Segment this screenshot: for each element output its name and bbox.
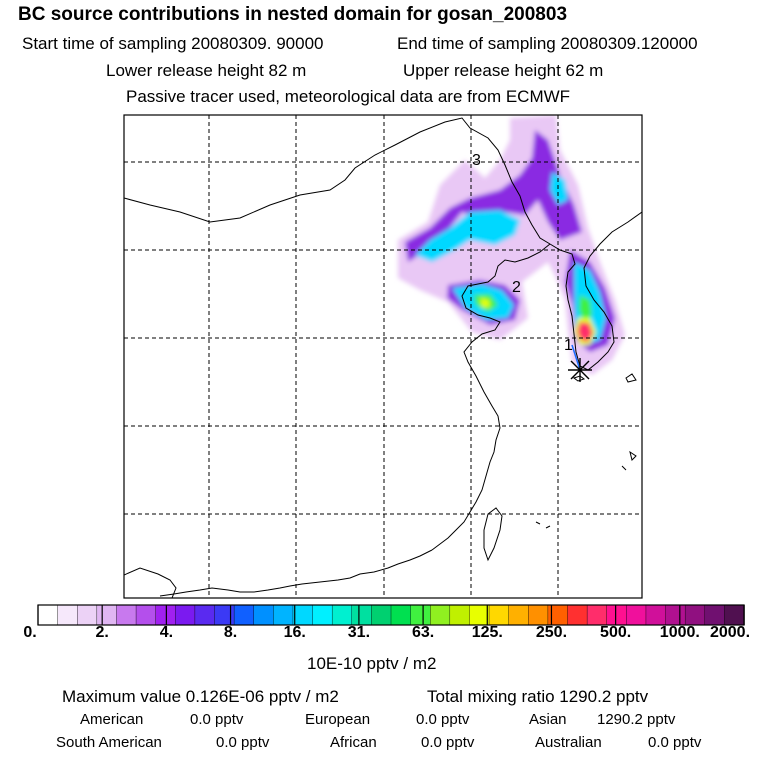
colorbar-cell — [194, 604, 216, 626]
plume-field — [398, 115, 625, 375]
taiwan — [483, 507, 503, 562]
region-european-name: European — [305, 711, 371, 728]
region-south-american-value: 0.0 pptv — [216, 734, 270, 751]
colorbar-cell — [214, 604, 235, 626]
colorbar-cell — [77, 604, 98, 626]
colorbar-cell — [253, 604, 275, 626]
colorbar-cell — [508, 604, 529, 626]
colorbar-cell — [312, 604, 333, 626]
colorbar-cell — [155, 604, 176, 626]
bohai-coast — [431, 243, 551, 551]
colorbar-cell — [449, 604, 471, 626]
region-african-name: African — [330, 734, 377, 751]
star-icon — [568, 358, 592, 382]
jeju-island — [572, 375, 586, 382]
colorbar-cell — [273, 604, 294, 626]
lat-lon-grid — [124, 115, 642, 598]
colorbar-cell — [724, 604, 745, 626]
colorbar-cell — [390, 604, 412, 626]
colorbar-tick-label: 16. — [283, 624, 306, 641]
total-mixing-ratio: Total mixing ratio 1290.2 pptv — [427, 687, 649, 706]
region-american-value: 0.0 pptv — [190, 711, 244, 728]
region-south-american-name: South American — [56, 734, 162, 751]
colorbar-cell — [704, 604, 726, 626]
plot-title: BC source contributions in nested domain… — [18, 4, 568, 25]
site-label-3: 3 — [472, 152, 481, 169]
tracer-note: Passive tracer used, meteorological data… — [126, 87, 571, 106]
lower-release-height: Lower release height 82 m — [106, 61, 307, 80]
colorbar-cell — [626, 604, 647, 626]
colorbar-cell — [371, 604, 392, 626]
colorbar-cell — [567, 604, 588, 626]
plume-outer — [398, 115, 625, 375]
max-value: Maximum value 0.126E-06 pptv / m2 — [62, 687, 339, 706]
colorbar-major-ticks — [37, 605, 745, 625]
colorbar-cell — [430, 604, 451, 626]
colorbar-cell — [645, 604, 667, 626]
colorbar-tick-label: 1000. — [659, 624, 700, 641]
colorbar-unit: 10E-10 pptv / m2 — [307, 654, 437, 673]
colorbar-cell — [586, 604, 608, 626]
korea-coast — [549, 211, 642, 371]
site-label-1: 1 — [564, 337, 573, 354]
release-heights: Lower release height 82 m Upper release … — [106, 61, 603, 81]
region-asian-value: 1290.2 pptv — [597, 711, 676, 728]
border-north — [124, 117, 551, 245]
colorbar-cells — [37, 604, 745, 626]
colorbar-tick-label: 4. — [159, 624, 174, 641]
colorbar-cell — [351, 604, 373, 626]
region-european-value: 0.0 pptv — [416, 711, 470, 728]
colorbar-cell — [528, 604, 549, 626]
region-australian-value: 0.0 pptv — [648, 734, 702, 751]
sampling-times: Start time of sampling 20080309. 90000 E… — [22, 34, 698, 54]
colorbar-cell — [37, 604, 59, 626]
coastlines — [124, 117, 642, 598]
colorbar-tick-label: 8. — [223, 624, 238, 641]
colorbar-tick-label: 31. — [347, 624, 371, 641]
colorbar-tick-label: 2. — [95, 624, 109, 641]
site-label-2: 2 — [512, 279, 521, 296]
colorbar-tick-label: 63. — [411, 624, 435, 641]
region-asian-name: Asian — [529, 711, 567, 728]
colorbar-cell — [331, 604, 353, 626]
colorbar-cell — [410, 604, 431, 626]
colorbar-cell — [665, 604, 686, 626]
colorbar-cell — [96, 604, 118, 626]
colorbar-cell — [116, 604, 137, 626]
colorbar — [37, 604, 745, 626]
border-west — [124, 567, 177, 598]
colorbar-cell — [233, 604, 255, 626]
colorbar-cell — [57, 604, 78, 626]
colorbar-cell — [606, 604, 628, 626]
trajectory-line — [571, 344, 581, 371]
colorbar-tick-label: 0. — [23, 624, 37, 641]
colorbar-tick-label: 125. — [471, 624, 503, 641]
colorbar-tick-label: 500. — [600, 624, 632, 641]
colorbar-cell — [135, 604, 157, 626]
region-african-value: 0.0 pptv — [421, 734, 475, 751]
islands-1 — [621, 373, 637, 471]
region-australian-name: Australian — [535, 734, 602, 751]
colorbar-cell — [488, 604, 510, 626]
plume-green — [474, 294, 592, 322]
end-time: End time of sampling 20080309.120000 — [397, 34, 698, 53]
colorbar-cell — [175, 604, 196, 626]
colorbar-cell — [469, 604, 490, 626]
plume-blue — [415, 172, 606, 345]
colorbar-cell — [292, 604, 314, 626]
map-frame — [123, 114, 643, 599]
colorbar-tick-label: 250. — [535, 624, 568, 641]
islands-2 — [535, 521, 551, 529]
start-time: Start time of sampling 20080309. 90000 — [22, 34, 324, 53]
colorbar-tick-label: 2000. — [709, 624, 751, 641]
colorbar-tick-labels: 0. 2. 4. 8. 16. 31. 63. 125. 250. 500. 1000. 2000. — [0, 624, 768, 648]
plume-hot — [577, 322, 593, 342]
upper-release-height: Upper release height 62 m — [403, 61, 604, 80]
colorbar-cell — [684, 604, 706, 626]
region-american-name: American — [80, 711, 144, 728]
